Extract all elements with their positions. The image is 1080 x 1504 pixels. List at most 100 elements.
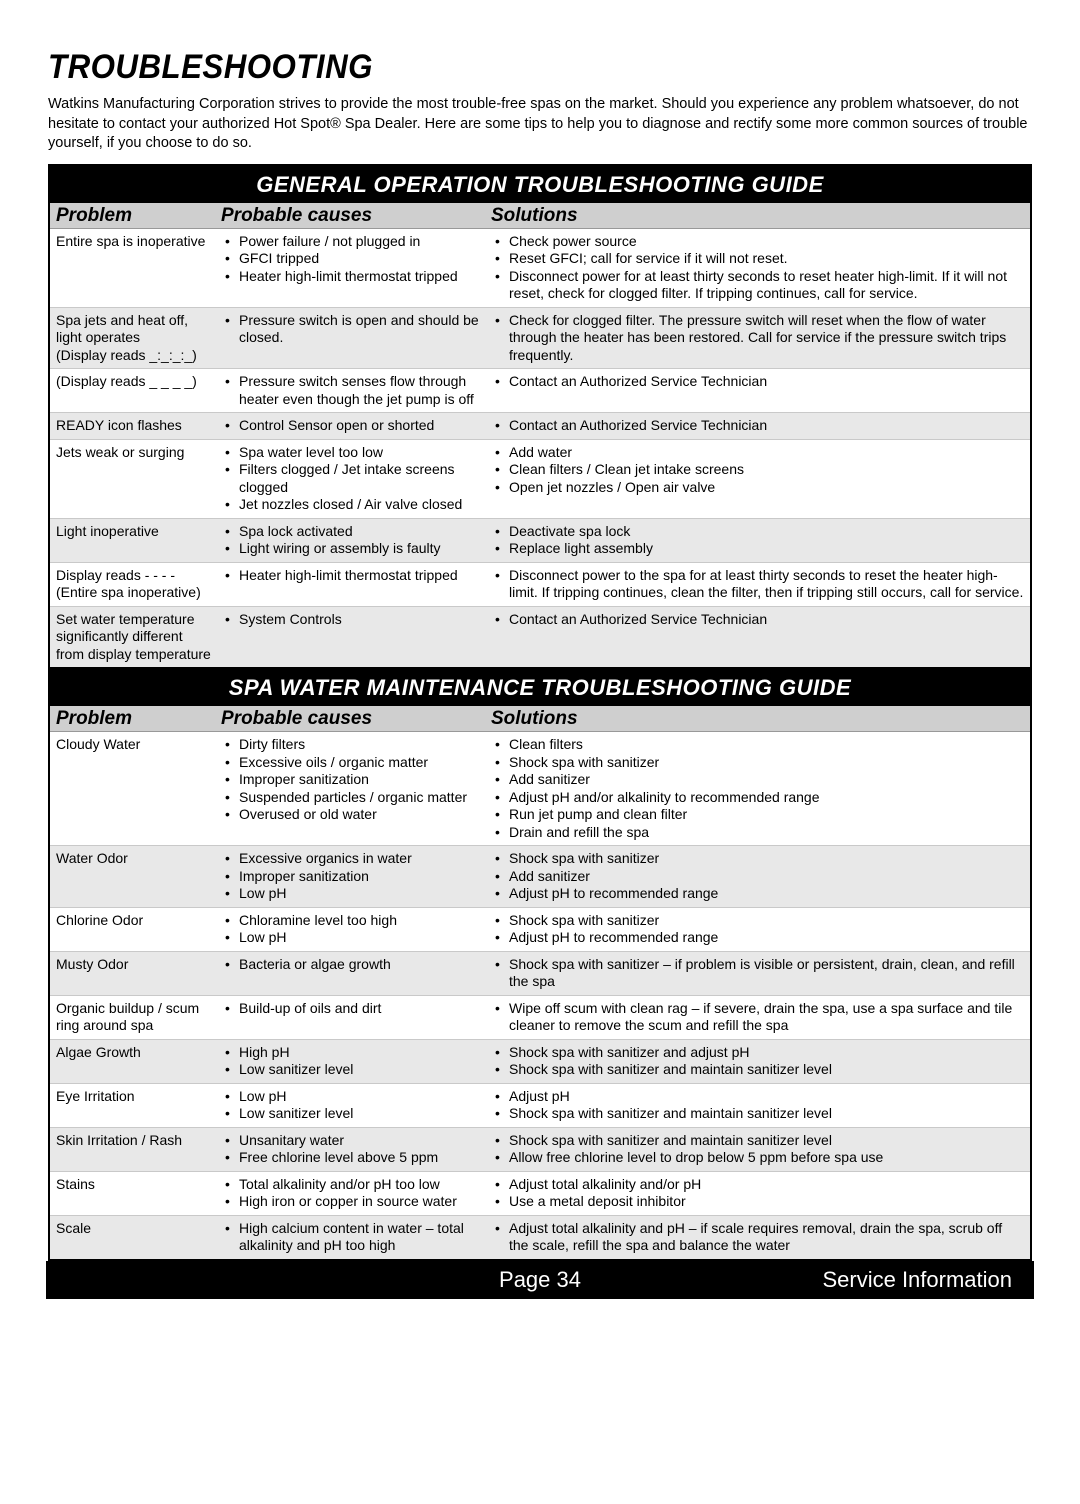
list-item: Jet nozzles closed / Air valve closed: [221, 496, 479, 514]
problem-cell: Organic buildup / scum ring around spa: [49, 995, 215, 1039]
causes-cell: Spa water level too lowFilters clogged /…: [215, 439, 485, 518]
list-item: Heater high-limit thermostat tripped: [221, 268, 479, 286]
causes-cell: Bacteria or algae growth: [215, 951, 485, 995]
list-item: Light wiring or assembly is faulty: [221, 540, 479, 558]
list-item: Shock spa with sanitizer and maintain sa…: [491, 1105, 1024, 1123]
table-row: Cloudy WaterDirty filtersExcessive oils …: [49, 732, 1031, 846]
table-row: Set water temperature significantly diff…: [49, 606, 1031, 668]
solutions-cell: Adjust pHShock spa with sanitizer and ma…: [485, 1083, 1031, 1127]
list-item: Shock spa with sanitizer: [491, 850, 1024, 868]
causes-cell: Dirty filtersExcessive oils / organic ma…: [215, 732, 485, 846]
list-item: Build-up of oils and dirt: [221, 1000, 479, 1018]
list-item: Low sanitizer level: [221, 1105, 479, 1123]
problem-cell: Display reads - - - -(Entire spa inopera…: [49, 562, 215, 606]
causes-cell: Power failure / not plugged inGFCI tripp…: [215, 228, 485, 307]
list-item: Low pH: [221, 885, 479, 903]
solutions-cell: Contact an Authorized Service Technician: [485, 606, 1031, 668]
causes-cell: Build-up of oils and dirt: [215, 995, 485, 1039]
problem-cell: Spa jets and heat off, light operates(Di…: [49, 307, 215, 369]
causes-cell: Chloramine level too highLow pH: [215, 907, 485, 951]
table-row: Jets weak or surgingSpa water level too …: [49, 439, 1031, 518]
list-item: Add sanitizer: [491, 771, 1024, 789]
list-item: Clean filters: [491, 736, 1024, 754]
causes-cell: Excessive organics in waterImproper sani…: [215, 846, 485, 908]
solutions-cell: Deactivate spa lockReplace light assembl…: [485, 518, 1031, 562]
list-item: Spa water level too low: [221, 444, 479, 462]
causes-cell: Spa lock activatedLight wiring or assemb…: [215, 518, 485, 562]
page-title: TROUBLESHOOTING: [48, 48, 953, 87]
problem-cell: Eye Irritation: [49, 1083, 215, 1127]
solutions-cell: Shock spa with sanitizer – if problem is…: [485, 951, 1031, 995]
problem-cell: Algae Growth: [49, 1039, 215, 1083]
list-item: Reset GFCI; call for service if it will …: [491, 250, 1024, 268]
list-item: Allow free chlorine level to drop below …: [491, 1149, 1024, 1167]
column-header-causes: Probable causes: [215, 705, 485, 732]
list-item: Control Sensor open or shorted: [221, 417, 479, 435]
list-item: Adjust pH to recommended range: [491, 885, 1024, 903]
list-item: Low pH: [221, 1088, 479, 1106]
list-item: Excessive oils / organic matter: [221, 754, 479, 772]
page-number: Page 34: [499, 1267, 581, 1293]
causes-cell: System Controls: [215, 606, 485, 668]
solutions-cell: Disconnect power to the spa for at least…: [485, 562, 1031, 606]
list-item: Pressure switch senses flow through heat…: [221, 373, 479, 408]
table-row: Skin Irritation / RashUnsanitary waterFr…: [49, 1127, 1031, 1171]
column-header-causes: Probable causes: [215, 202, 485, 229]
table-row: Water OdorExcessive organics in waterImp…: [49, 846, 1031, 908]
solutions-cell: Check for clogged filter. The pressure s…: [485, 307, 1031, 369]
table-row: Eye Irritation Low pHLow sanitizer level A…: [49, 1083, 1031, 1127]
problem-cell: Stains: [49, 1171, 215, 1215]
list-item: Use a metal deposit inhibitor: [491, 1193, 1024, 1211]
solutions-cell: Check power sourceReset GFCI; call for s…: [485, 228, 1031, 307]
list-item: Low pH: [221, 929, 479, 947]
list-item: GFCI tripped: [221, 250, 479, 268]
list-item: Disconnect power to the spa for at least…: [491, 567, 1024, 602]
list-item: Bacteria or algae growth: [221, 956, 479, 974]
list-item: Power failure / not plugged in: [221, 233, 479, 251]
problem-cell: Set water temperature significantly diff…: [49, 606, 215, 668]
list-item: Shock spa with sanitizer – if problem is…: [491, 956, 1024, 991]
list-item: Adjust pH to recommended range: [491, 929, 1024, 947]
solutions-cell: Add waterClean filters / Clean jet intak…: [485, 439, 1031, 518]
problem-cell: Jets weak or surging: [49, 439, 215, 518]
solutions-cell: Shock spa with sanitizerAdjust pH to rec…: [485, 907, 1031, 951]
list-item: Replace light assembly: [491, 540, 1024, 558]
list-item: Dirty filters: [221, 736, 479, 754]
table-row: Entire spa is inoperativePower failure /…: [49, 228, 1031, 307]
list-item: Deactivate spa lock: [491, 523, 1024, 541]
guide-title: Spa Water Maintenance Troubleshooting Gu…: [48, 669, 1032, 704]
list-item: Filters clogged / Jet intake screens clo…: [221, 461, 479, 496]
table-row: Musty OdorBacteria or algae growthShock …: [49, 951, 1031, 995]
column-header-problem: Problem: [49, 202, 215, 229]
list-item: Contact an Authorized Service Technician: [491, 417, 1024, 435]
section-label: Service Information: [822, 1267, 1012, 1293]
troubleshooting-tables: General Operation Troubleshooting GuideP…: [48, 164, 1032, 1261]
list-item: Shock spa with sanitizer and maintain sa…: [491, 1132, 1024, 1150]
list-item: Disconnect power for at least thirty sec…: [491, 268, 1024, 303]
causes-cell: Total alkalinity and/or pH too lowHigh i…: [215, 1171, 485, 1215]
table-row: Light inoperativeSpa lock activatedLight…: [49, 518, 1031, 562]
solutions-cell: Contact an Authorized Service Technician: [485, 369, 1031, 413]
column-header-problem: Problem: [49, 705, 215, 732]
list-item: Shock spa with sanitizer and adjust pH: [491, 1044, 1024, 1062]
guide-table: ProblemProbable causesSolutionsEntire sp…: [48, 201, 1032, 670]
intro-paragraph: Watkins Manufacturing Corporation strive…: [48, 95, 1032, 154]
problem-cell: (Display reads _ _ _ _): [49, 369, 215, 413]
causes-cell: High calcium content in water – total al…: [215, 1215, 485, 1260]
list-item: Adjust total alkalinity and/or pH: [491, 1176, 1024, 1194]
problem-cell: Skin Irritation / Rash: [49, 1127, 215, 1171]
list-item: Low sanitizer level: [221, 1061, 479, 1079]
solutions-cell: Shock spa with sanitizer and maintain sa…: [485, 1127, 1031, 1171]
list-item: Suspended particles / organic matter: [221, 789, 479, 807]
list-item: Unsanitary water: [221, 1132, 479, 1150]
table-row: StainsTotal alkalinity and/or pH too low…: [49, 1171, 1031, 1215]
list-item: Drain and refill the spa: [491, 824, 1024, 842]
list-item: Pressure switch is open and should be cl…: [221, 312, 479, 347]
list-item: Overused or old water: [221, 806, 479, 824]
table-row: Algae GrowthHigh pHLow sanitizer levelSh…: [49, 1039, 1031, 1083]
table-row: Organic buildup / scum ring around spa Bu…: [49, 995, 1031, 1039]
list-item: Heater high-limit thermostat tripped: [221, 567, 479, 585]
list-item: Contact an Authorized Service Technician: [491, 373, 1024, 391]
list-item: Shock spa with sanitizer: [491, 912, 1024, 930]
table-row: (Display reads _ _ _ _)Pressure switch s…: [49, 369, 1031, 413]
